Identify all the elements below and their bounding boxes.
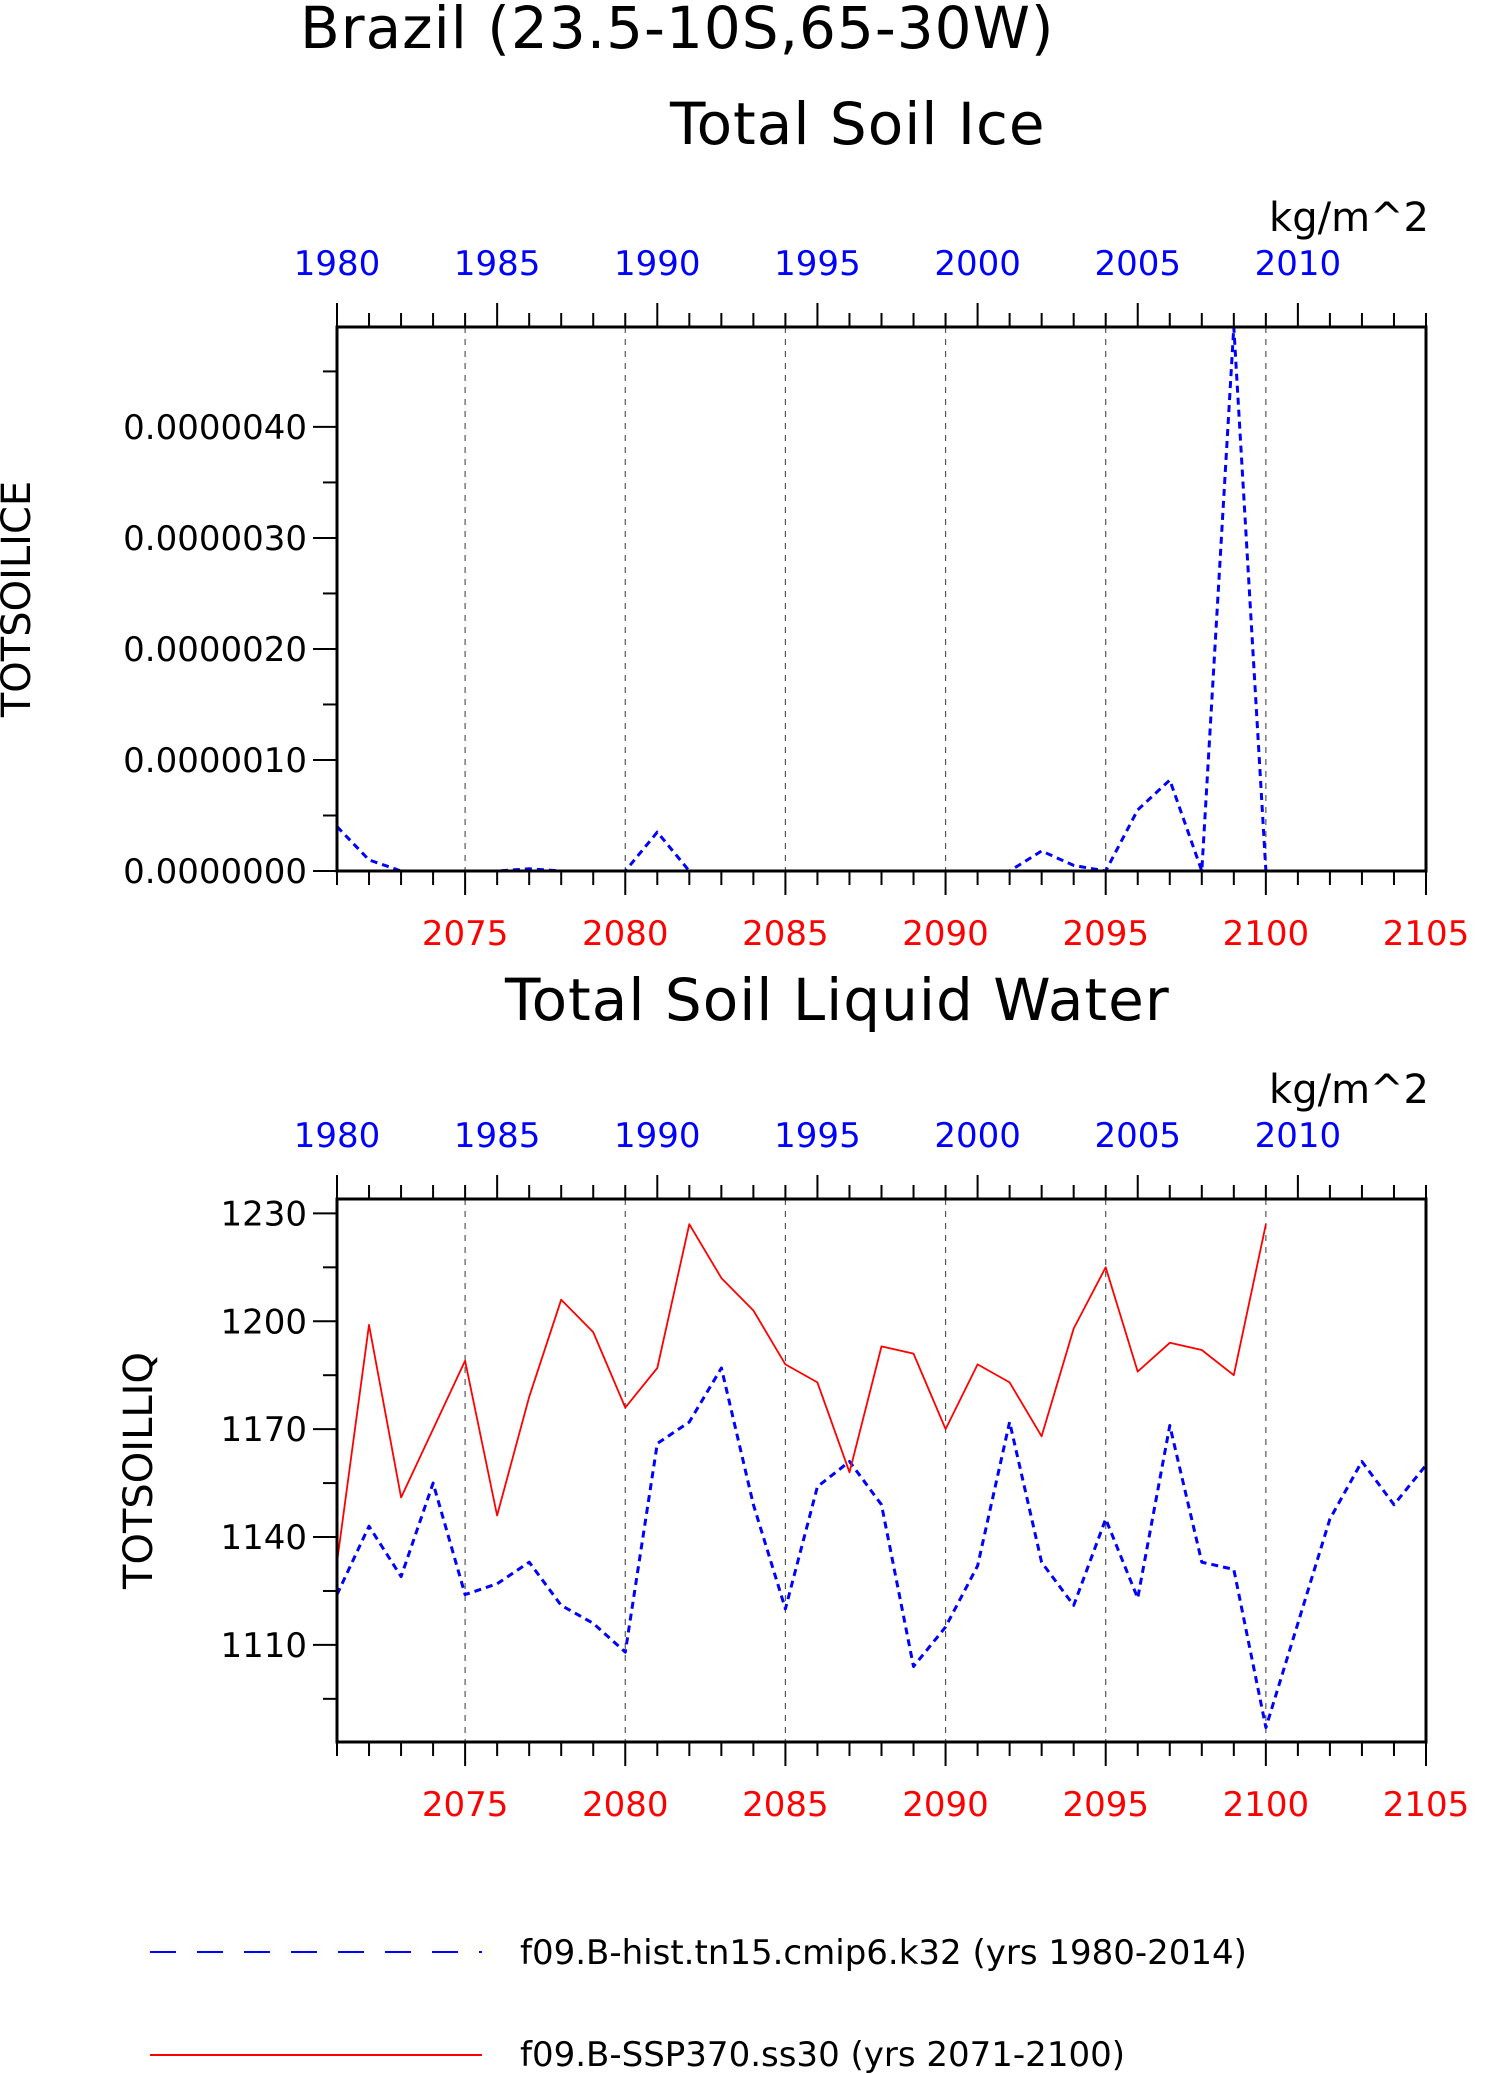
plot-frame (335, 1197, 1428, 1744)
bottom-axis-tick-label: 2095 (1062, 1785, 1149, 1825)
top-axis-tick-label: 1985 (454, 1116, 541, 1156)
units-label: kg/m^2 (1269, 195, 1429, 241)
y-axis-tick-label: 1200 (220, 1302, 307, 1342)
top-axis-tick-label: 2000 (934, 244, 1021, 284)
y-axis-tick-label: 0.0000040 (123, 408, 307, 448)
bottom-axis-tick-label: 2080 (582, 914, 669, 954)
series-hist-line (335, 1366, 1428, 1730)
bottom-axis-tick-label: 2100 (1223, 914, 1310, 954)
panel1-title: Total Soil Ice (669, 90, 1046, 158)
bottom-axis-tick-label: 2105 (1383, 1785, 1470, 1825)
legend: f09.B-hist.tn15.cmip6.k32 (yrs 1980-2014… (150, 1933, 1247, 2074)
top-axis-tick-label: 1980 (294, 1116, 381, 1156)
y-axis-tick-label: 0.0000010 (123, 741, 307, 781)
bottom-axis-tick-label: 2075 (422, 1785, 509, 1825)
top-axis-tick-label: 2000 (934, 1116, 1021, 1156)
region-title: Brazil (23.5-10S,65-30W) (300, 0, 1055, 62)
units-label: kg/m^2 (1269, 1067, 1429, 1113)
bottom-axis-tick-label: 2095 (1062, 914, 1149, 954)
bottom-axis-tick-label: 2085 (742, 1785, 829, 1825)
series-hist-line (335, 325, 1426, 873)
y-axis-tick-label: 1170 (220, 1410, 307, 1450)
top-axis-tick-label: 2010 (1255, 1116, 1342, 1156)
legend-ssp-label: f09.B-SSP370.ss30 (yrs 2071-2100) (520, 2035, 1125, 2074)
y-axis-tick-label: 1230 (220, 1194, 307, 1234)
bottom-axis-tick-label: 2100 (1223, 1785, 1310, 1825)
y-axis-tick-label: 0.0000030 (123, 519, 307, 559)
top-axis-tick-label: 1990 (614, 244, 701, 284)
panel-total-soil-liquid-water: 2075 2080 2085 2090 2095 2100 2105 1980 1985 1990… (116, 1067, 1469, 1825)
top-axis-tick-label: 2005 (1094, 1116, 1181, 1156)
legend-hist-label: f09.B-hist.tn15.cmip6.k32 (yrs 1980-2014… (520, 1933, 1247, 1973)
panel-total-soil-ice: 2075 2080 2085 2090 2095 2100 2105 1980 1985 1990… (0, 195, 1469, 954)
y-axis-tick-label: 0.0000020 (123, 630, 307, 670)
y-axis-title: TOTSOILLIQ (116, 1352, 162, 1590)
top-axis-tick-label: 1995 (774, 1116, 861, 1156)
top-axis-tick-label: 2005 (1094, 244, 1181, 284)
bottom-axis-tick-label: 2090 (902, 1785, 989, 1825)
plot-frame (335, 325, 1428, 873)
bottom-axis-tick-label: 2080 (582, 1785, 669, 1825)
panel2-title: Total Soil Liquid Water (504, 966, 1170, 1034)
series-ssp-line (336, 1223, 1267, 1563)
top-axis-tick-label: 1980 (294, 244, 381, 284)
top-axis-tick-label: 1995 (774, 244, 861, 284)
y-axis-tick-label: 1140 (220, 1518, 307, 1558)
top-axis-tick-label: 2010 (1255, 244, 1342, 284)
top-axis-tick-label: 1985 (454, 244, 541, 284)
y-axis-tick-label: 1110 (220, 1626, 307, 1666)
y-axis-tick-label: 0.0000000 (123, 852, 307, 892)
bottom-axis-tick-label: 2105 (1383, 914, 1470, 954)
y-axis-title: TOTSOILICE (0, 481, 40, 718)
bottom-axis-tick-label: 2085 (742, 914, 829, 954)
top-axis-tick-label: 1990 (614, 1116, 701, 1156)
bottom-axis-tick-label: 2090 (902, 914, 989, 954)
bottom-axis-tick-label: 2075 (422, 914, 509, 954)
